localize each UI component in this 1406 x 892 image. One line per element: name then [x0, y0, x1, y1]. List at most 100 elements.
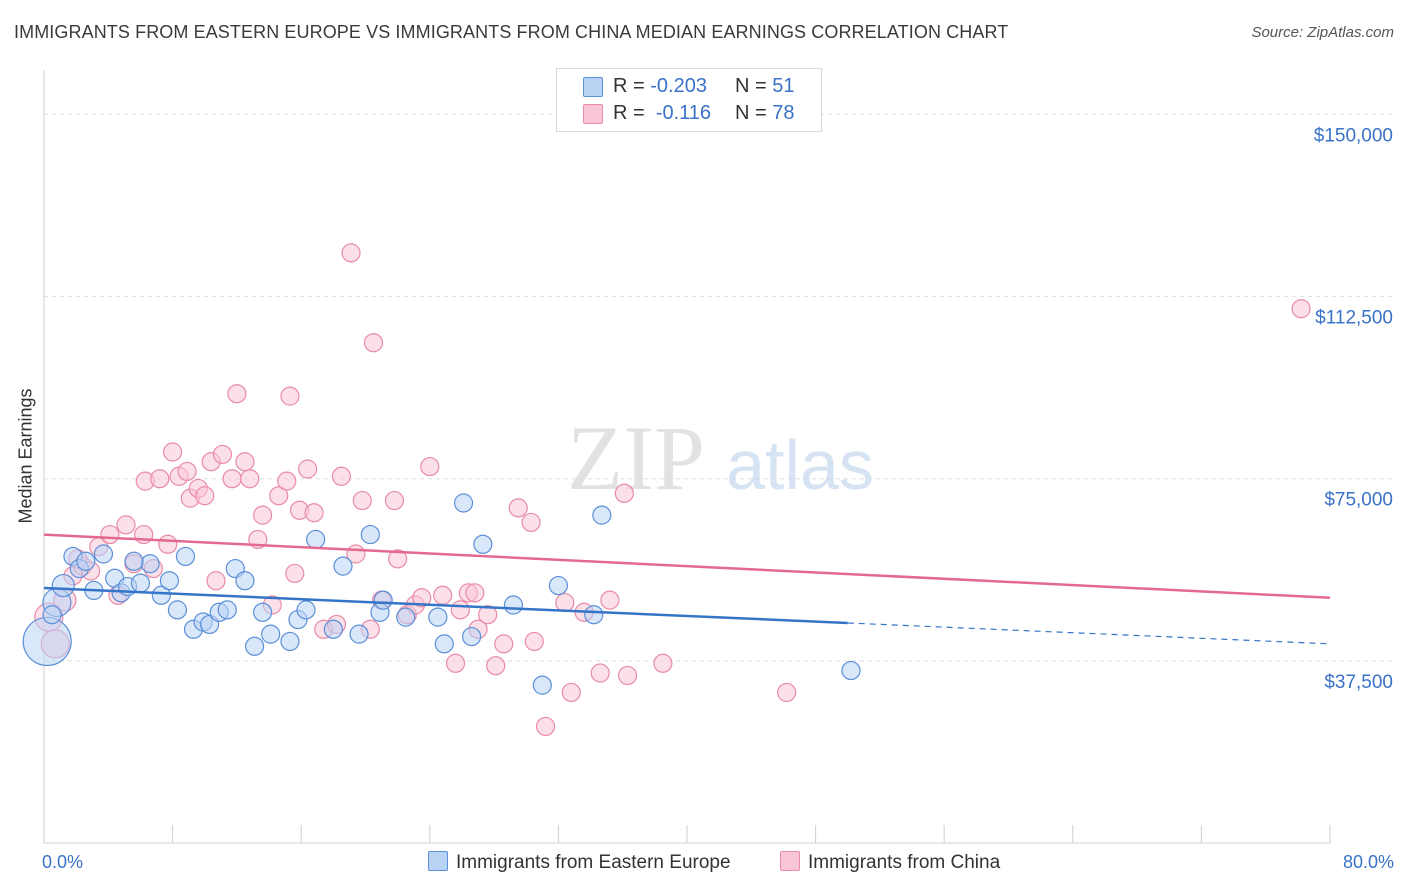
data-point [341, 243, 361, 263]
data-point [296, 600, 316, 620]
data-point [331, 466, 351, 486]
data-point [51, 573, 75, 598]
data-point [151, 585, 171, 605]
legend-swatch-china [583, 104, 603, 124]
correlation-legend: R = -0.203 N = 51 R = -0.116 N = 78 [556, 68, 822, 132]
data-point [532, 675, 552, 695]
y-tick-label: $150,000 [1314, 125, 1393, 146]
data-point [277, 471, 297, 491]
data-point [22, 616, 72, 667]
series-legend: Immigrants from Eastern Europe Immigrant… [0, 851, 1406, 879]
data-point [163, 442, 183, 462]
data-point [240, 469, 260, 489]
trend-line-china [43, 533, 1331, 599]
data-point [212, 444, 233, 465]
y-tick-label: $75,000 [1324, 490, 1393, 511]
data-point [253, 602, 273, 622]
axes [43, 70, 1331, 844]
data-point [306, 529, 326, 550]
legend-item-china[interactable]: Immigrants from China [780, 851, 1000, 874]
data-point [412, 588, 432, 608]
data-point [352, 490, 372, 511]
legend-label: Immigrants from China [808, 852, 1001, 873]
r-stat: R = -0.116 [613, 102, 712, 124]
data-point [592, 505, 612, 525]
data-point [461, 626, 482, 647]
data-point [280, 631, 300, 652]
data-point [521, 512, 541, 533]
data-point [360, 524, 380, 545]
n-stat: N = 78 [735, 102, 795, 124]
data-point [280, 386, 300, 406]
data-point [388, 549, 408, 569]
y-tick-label: $112,500 [1315, 308, 1393, 329]
data-point [253, 505, 273, 525]
x-axis-min-label: 0.0% [42, 852, 84, 872]
data-point [323, 619, 343, 639]
data-point [548, 575, 569, 596]
data-point [653, 653, 673, 673]
trend-line-eastern-europe [43, 586, 848, 625]
n-value: 78 [772, 102, 795, 124]
data-point [235, 452, 255, 472]
data-point [116, 515, 136, 535]
data-point [150, 469, 170, 489]
data-point [333, 556, 353, 576]
data-point [140, 554, 160, 574]
data-point [195, 486, 215, 506]
trend-line-eastern-europe-projection [847, 622, 1331, 645]
data-point [561, 682, 581, 703]
data-point [535, 716, 556, 737]
data-point [584, 605, 604, 625]
data-point [158, 534, 178, 554]
data-point [298, 459, 318, 479]
data-point [434, 634, 454, 654]
data-point [222, 469, 242, 489]
data-point [206, 571, 226, 591]
data-point [600, 590, 620, 610]
r-stat: R = -0.203 [613, 75, 707, 97]
data-point [503, 595, 523, 615]
data-point [473, 534, 493, 554]
data-point [261, 624, 281, 644]
data-point [396, 607, 416, 627]
data-point [93, 544, 114, 564]
data-point [177, 461, 197, 482]
chart-title: IMMIGRANTS FROM EASTERN EUROPE VS IMMIGR… [14, 22, 1009, 42]
data-point [433, 585, 453, 605]
data-point [453, 493, 474, 513]
legend-item-eastern-europe[interactable]: Immigrants from Eastern Europe [428, 851, 731, 874]
trend-lines [43, 533, 1331, 645]
r-value: -0.116 [655, 102, 712, 124]
data-point [373, 590, 393, 610]
series-eastern-europe-points [22, 493, 861, 695]
n-stat: N = 51 [735, 75, 795, 97]
data-point [167, 600, 188, 620]
data-point [524, 631, 544, 652]
data-point [465, 583, 485, 603]
y-axis-title: Median Earnings [15, 388, 36, 524]
data-point [777, 682, 797, 703]
data-point [227, 384, 247, 404]
data-point [124, 551, 144, 571]
data-point [217, 600, 237, 620]
source-credit: Source: ZipAtlas.com [1251, 24, 1394, 41]
data-point [269, 486, 289, 506]
data-point [420, 456, 440, 477]
data-point [445, 653, 466, 673]
watermark-atlas: atlas [726, 426, 874, 504]
n-value: 51 [772, 75, 795, 97]
r-value: -0.203 [650, 75, 707, 97]
data-point [486, 656, 506, 676]
data-point [590, 663, 610, 683]
data-point [100, 524, 120, 545]
data-point [450, 600, 470, 620]
data-point [1291, 299, 1311, 319]
data-point [349, 624, 369, 644]
data-point [304, 503, 324, 523]
legend-swatch-eastern-europe [583, 77, 603, 97]
data-point [617, 665, 638, 686]
data-point [76, 551, 96, 571]
data-point [175, 546, 196, 567]
